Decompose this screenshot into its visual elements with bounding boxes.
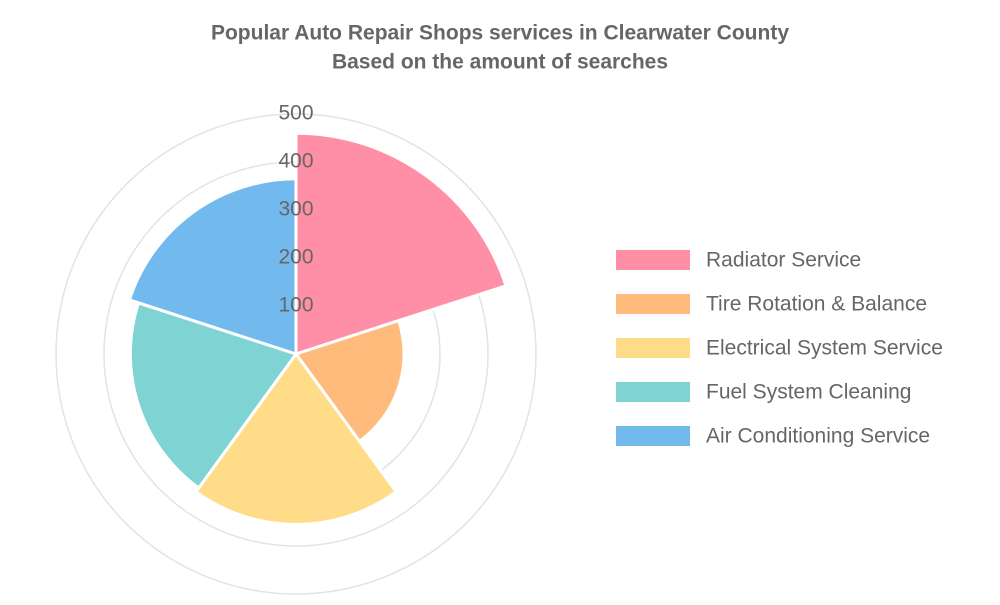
- legend-swatch: [616, 250, 690, 270]
- legend-label: Radiator Service: [706, 249, 861, 272]
- segment: [294, 131, 508, 357]
- segment: [128, 300, 299, 491]
- segments: [127, 131, 508, 526]
- segment: [293, 318, 406, 444]
- r-tick-label: 100: [278, 294, 313, 317]
- legend-label: Fuel System Cleaning: [706, 381, 911, 404]
- chart-title: Popular Auto Repair Shops services in Cl…: [211, 22, 789, 45]
- r-tick-label: 400: [278, 150, 313, 173]
- legend-swatch: [616, 382, 690, 402]
- legend-swatch: [616, 294, 690, 314]
- legend-label: Electrical System Service: [706, 337, 943, 360]
- ticks: 100 200 300 400 500: [278, 102, 313, 317]
- r-tick-label: 500: [278, 102, 313, 125]
- chart-subtitle: Based on the amount of searches: [332, 51, 668, 74]
- r-tick-label: 300: [278, 198, 313, 221]
- segment: [193, 351, 399, 526]
- grid-circle: [55, 113, 537, 595]
- legend-label: Air Conditioning Service: [706, 425, 930, 448]
- r-tick-label: 200: [278, 246, 313, 269]
- legend-swatch: [616, 426, 690, 446]
- legend-label: Tire Rotation & Balance: [706, 293, 927, 316]
- segment: [127, 177, 298, 357]
- legend-swatch: [616, 338, 690, 358]
